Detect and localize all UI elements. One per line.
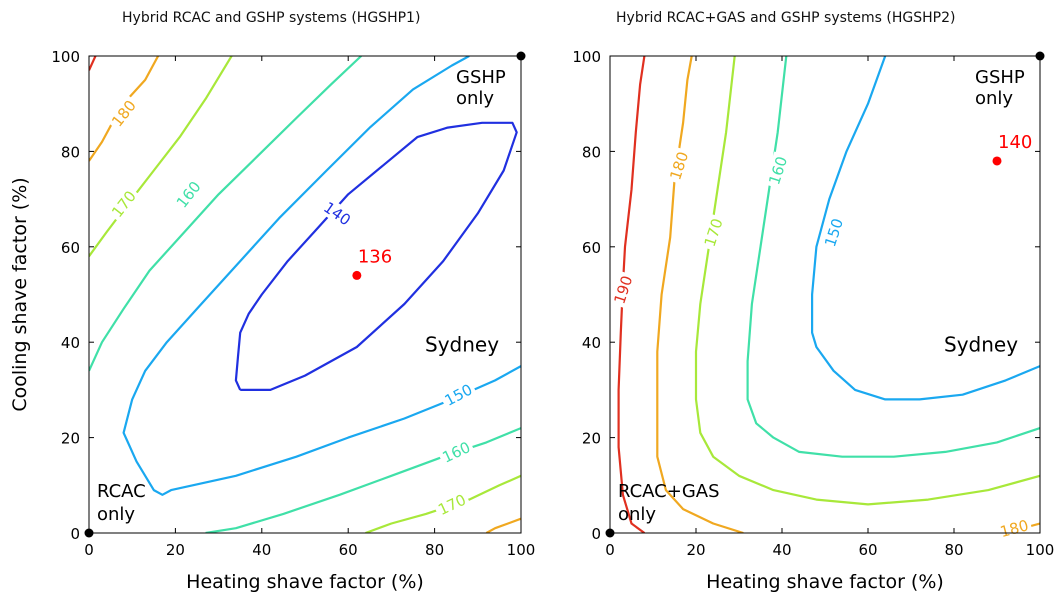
chart2-ytick-label: 100	[572, 48, 601, 66]
chart2-contour-160	[746, 56, 1040, 458]
chart1-ytick-label: 60	[61, 239, 80, 257]
chart2-ytick-label: 40	[582, 334, 601, 352]
chart1-annotation-top-right: only	[456, 88, 494, 109]
chart2-xtick-label: 60	[858, 541, 877, 559]
chart2-contour-190	[617, 56, 646, 533]
chart1-frame	[88, 55, 522, 534]
chart1-xtick-label: 40	[252, 541, 271, 559]
chart1-optimum-label: 136	[358, 246, 392, 267]
chart1-title: Hybrid RCAC and GSHP systems (HGSHP1)	[122, 10, 421, 26]
chart1-xtick-label: 20	[166, 541, 185, 559]
chart2-xtick-label: 100	[1026, 541, 1055, 559]
chart1-xtick-label: 80	[425, 541, 444, 559]
chart2-xtick-label: 40	[772, 541, 791, 559]
chart1-xtick-label: 60	[339, 541, 358, 559]
chart1-contour-160	[205, 427, 521, 533]
chart2-xtick-label: 0	[605, 541, 615, 559]
chart2-corner-marker	[1035, 51, 1045, 61]
chart1-ytick-label: 0	[70, 525, 80, 543]
chart1-contour-190	[89, 56, 97, 71]
chart1-ytick-label: 100	[51, 48, 80, 66]
chart2-ytick-label: 60	[582, 239, 601, 257]
chart2-xtick-label: 80	[944, 541, 963, 559]
chart1-ytick-label: 20	[61, 430, 80, 448]
chart1-ylabel: Cooling shave factor (%)	[9, 177, 31, 411]
chart2-contour-150	[811, 56, 1040, 401]
chart2-xlabel: Heating shave factor (%)	[706, 571, 944, 593]
chart2-annotation-bottom-left: RCAC+GAS	[618, 481, 720, 502]
chart1-annotation-top-right: GSHP	[456, 67, 506, 88]
chart2-ytick-label: 80	[582, 143, 601, 161]
chart1-contour-150	[122, 56, 521, 496]
chart1-ytick-label: 80	[61, 143, 80, 161]
chart1-ytick-label: 40	[61, 334, 80, 352]
chart1-corner-marker	[516, 51, 526, 61]
chart2-ytick-label: 0	[591, 525, 601, 543]
chart1-annotation-bottom-left: only	[97, 504, 135, 525]
chart2-xtick-label: 20	[686, 541, 705, 559]
chart1-contour-160-b	[89, 56, 362, 372]
chart2-frame	[609, 55, 1041, 534]
chart2-contour-180-b	[656, 56, 744, 533]
chart2-optimum-label: 140	[998, 132, 1032, 153]
chart1-corner-marker	[84, 528, 94, 538]
chart2-optimum-point	[992, 156, 1002, 166]
chart2-corner-marker	[605, 528, 615, 538]
chart1-annotation-bottom-left: RCAC	[97, 481, 146, 502]
chart1-xtick-label: 100	[507, 541, 536, 559]
chart1-city-label: Sydney	[425, 333, 499, 357]
chart2-title: Hybrid RCAC+GAS and GSHP systems (HGSHP2…	[616, 10, 956, 26]
chart1-contour-180	[485, 517, 521, 533]
chart2-annotation-top-right: only	[975, 88, 1013, 109]
chart2-annotation-bottom-left: only	[618, 504, 656, 525]
chart2-plot-area	[610, 56, 1040, 533]
chart1-contour-170-b	[89, 56, 233, 257]
chart1-contour-140	[234, 121, 518, 391]
chart1-xtick-label: 0	[84, 541, 94, 559]
chart2-annotation-top-right: GSHP	[975, 67, 1025, 88]
chart2-ytick-label: 20	[582, 430, 601, 448]
chart2-city-label: Sydney	[944, 333, 1018, 357]
chart1-xlabel: Heating shave factor (%)	[186, 571, 424, 593]
chart1-optimum-point	[352, 270, 362, 280]
